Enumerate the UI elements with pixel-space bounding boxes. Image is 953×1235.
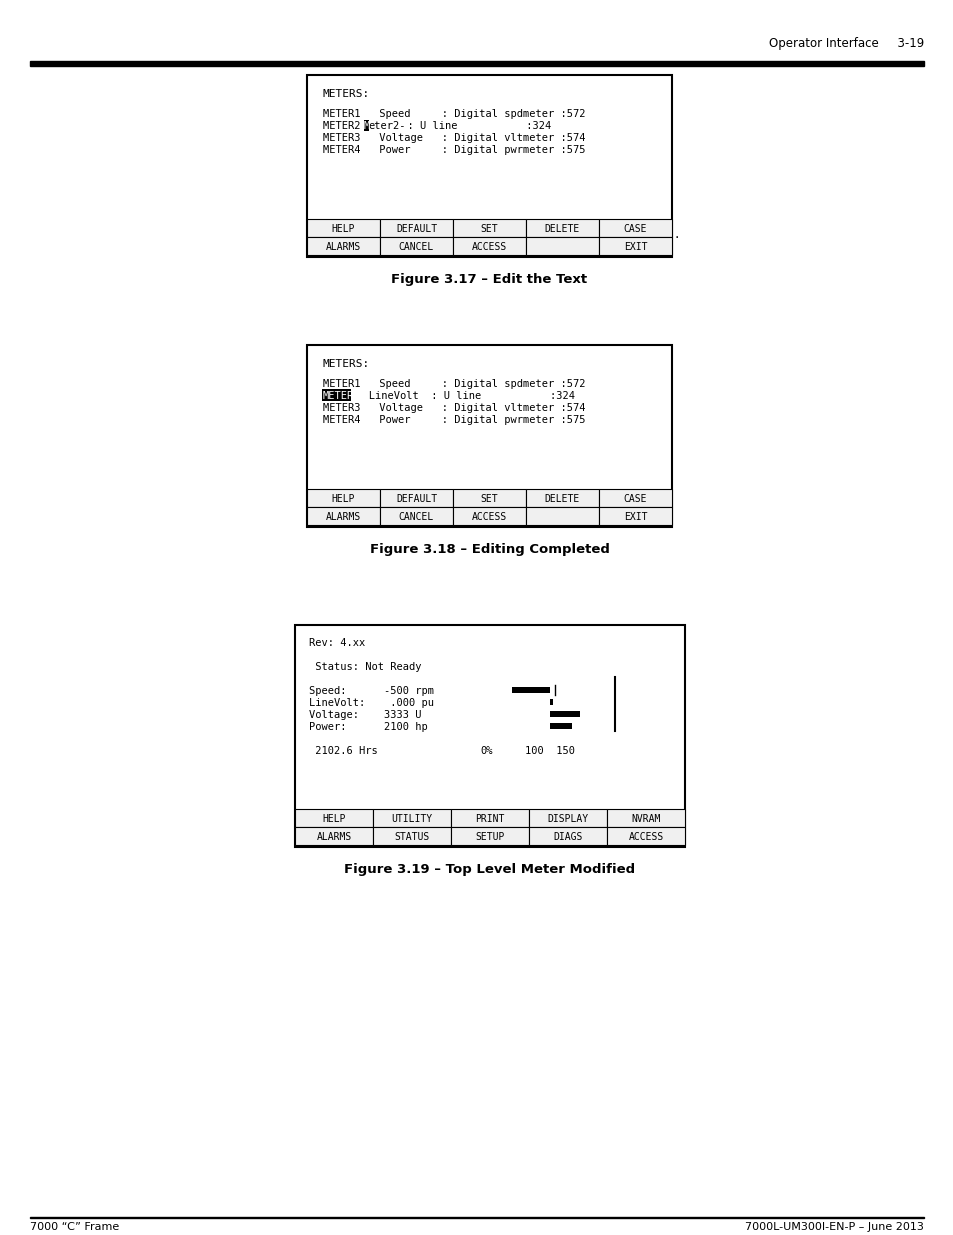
Text: LineVolt  : U line           :324: LineVolt : U line :324 — [350, 391, 575, 401]
Text: 7000L-UM300I-EN-P – June 2013: 7000L-UM300I-EN-P – June 2013 — [744, 1221, 923, 1233]
Text: : U line           :324: : U line :324 — [395, 121, 551, 131]
Text: Status: Not Ready: Status: Not Ready — [309, 662, 421, 672]
Text: ALARMS: ALARMS — [326, 242, 361, 252]
Text: Operator Interface     3-19: Operator Interface 3-19 — [768, 37, 923, 49]
Bar — [379, 508, 453, 525]
Text: M: M — [363, 121, 370, 131]
Text: eter2-: eter2- — [368, 121, 405, 131]
Text: Rev: 4.xx: Rev: 4.xx — [309, 638, 365, 648]
Text: HELP: HELP — [332, 224, 355, 233]
Bar — [598, 237, 671, 254]
Bar — [294, 625, 684, 847]
Text: 7000 “C” Frame: 7000 “C” Frame — [30, 1221, 119, 1233]
Text: PRINT: PRINT — [475, 814, 504, 824]
Text: ACCESS: ACCESS — [472, 513, 507, 522]
Text: DIAGS: DIAGS — [553, 832, 582, 842]
Text: METER4   Power     : Digital pwrmeter :575: METER4 Power : Digital pwrmeter :575 — [323, 415, 585, 425]
Bar — [598, 219, 671, 237]
Bar — [294, 809, 373, 827]
Text: SET: SET — [480, 224, 497, 233]
Bar — [453, 237, 525, 254]
Text: EXIT: EXIT — [623, 242, 646, 252]
Bar — [598, 508, 671, 525]
Text: EXIT: EXIT — [623, 513, 646, 522]
Text: METER2: METER2 — [323, 391, 360, 401]
Text: 0%: 0% — [479, 746, 492, 756]
Bar — [453, 508, 525, 525]
Text: UTILITY: UTILITY — [391, 814, 432, 824]
Text: Voltage:    3333 U: Voltage: 3333 U — [309, 710, 421, 720]
Text: LineVolt:    .000 pu: LineVolt: .000 pu — [309, 698, 434, 708]
Text: METERS:: METERS: — [323, 89, 370, 99]
Text: ALARMS: ALARMS — [326, 513, 361, 522]
Bar — [379, 219, 453, 237]
Bar — [30, 1216, 923, 1218]
Text: Power:      2100 hp: Power: 2100 hp — [309, 722, 427, 732]
Text: DISPLAY: DISPLAY — [547, 814, 588, 824]
Text: Figure 3.19 – Top Level Meter Modified: Figure 3.19 – Top Level Meter Modified — [344, 863, 635, 876]
Bar — [529, 827, 606, 845]
Bar — [307, 345, 671, 527]
Text: SET: SET — [480, 494, 497, 504]
Text: HELP: HELP — [332, 494, 355, 504]
Text: METER1   Speed     : Digital spdmeter :572: METER1 Speed : Digital spdmeter :572 — [323, 109, 585, 119]
Text: CANCEL: CANCEL — [398, 242, 434, 252]
Text: METER3   Voltage   : Digital vltmeter :574: METER3 Voltage : Digital vltmeter :574 — [323, 403, 585, 412]
Text: Speed:      -500 rpm: Speed: -500 rpm — [309, 685, 434, 697]
Bar — [525, 219, 598, 237]
Text: METER2: METER2 — [323, 121, 379, 131]
Text: METER4   Power     : Digital pwrmeter :575: METER4 Power : Digital pwrmeter :575 — [323, 144, 585, 156]
Bar — [512, 687, 550, 693]
Bar — [529, 809, 606, 827]
Bar — [525, 489, 598, 508]
Bar — [451, 809, 529, 827]
Bar — [307, 219, 379, 237]
Text: METERS:: METERS: — [323, 359, 370, 369]
Bar — [379, 237, 453, 254]
Text: ALARMS: ALARMS — [316, 832, 352, 842]
Text: NVRAM: NVRAM — [631, 814, 660, 824]
Bar — [598, 489, 671, 508]
Bar — [606, 827, 684, 845]
Text: DEFAULT: DEFAULT — [395, 494, 436, 504]
Text: STATUS: STATUS — [394, 832, 429, 842]
Bar — [379, 489, 453, 508]
Text: METER3   Voltage   : Digital vltmeter :574: METER3 Voltage : Digital vltmeter :574 — [323, 133, 585, 143]
Bar — [453, 489, 525, 508]
Text: .: . — [675, 227, 679, 241]
Text: METER1   Speed     : Digital spdmeter :572: METER1 Speed : Digital spdmeter :572 — [323, 379, 585, 389]
Bar — [373, 827, 451, 845]
Bar — [550, 722, 572, 729]
Bar — [363, 120, 368, 131]
Bar — [550, 711, 579, 718]
Bar — [606, 809, 684, 827]
Bar — [373, 809, 451, 827]
Bar — [525, 237, 598, 254]
Text: CASE: CASE — [623, 224, 646, 233]
Text: ACCESS: ACCESS — [472, 242, 507, 252]
Text: DELETE: DELETE — [544, 224, 579, 233]
Bar — [453, 219, 525, 237]
Text: SETUP: SETUP — [475, 832, 504, 842]
Text: 100  150: 100 150 — [524, 746, 575, 756]
Bar — [307, 75, 671, 257]
Bar — [322, 389, 351, 401]
Bar — [550, 699, 553, 705]
Text: DELETE: DELETE — [544, 494, 579, 504]
Bar — [30, 61, 923, 65]
Text: CASE: CASE — [623, 494, 646, 504]
Text: 2102.6 Hrs: 2102.6 Hrs — [309, 746, 377, 756]
Text: Figure 3.17 – Edit the Text: Figure 3.17 – Edit the Text — [391, 273, 587, 287]
Bar — [294, 827, 373, 845]
Bar — [307, 489, 379, 508]
Bar — [451, 827, 529, 845]
Text: ACCESS: ACCESS — [628, 832, 663, 842]
Bar — [307, 237, 379, 254]
Text: Figure 3.18 – Editing Completed: Figure 3.18 – Editing Completed — [369, 543, 609, 556]
Bar — [307, 508, 379, 525]
Bar — [525, 508, 598, 525]
Text: HELP: HELP — [322, 814, 345, 824]
Text: CANCEL: CANCEL — [398, 513, 434, 522]
Text: DEFAULT: DEFAULT — [395, 224, 436, 233]
